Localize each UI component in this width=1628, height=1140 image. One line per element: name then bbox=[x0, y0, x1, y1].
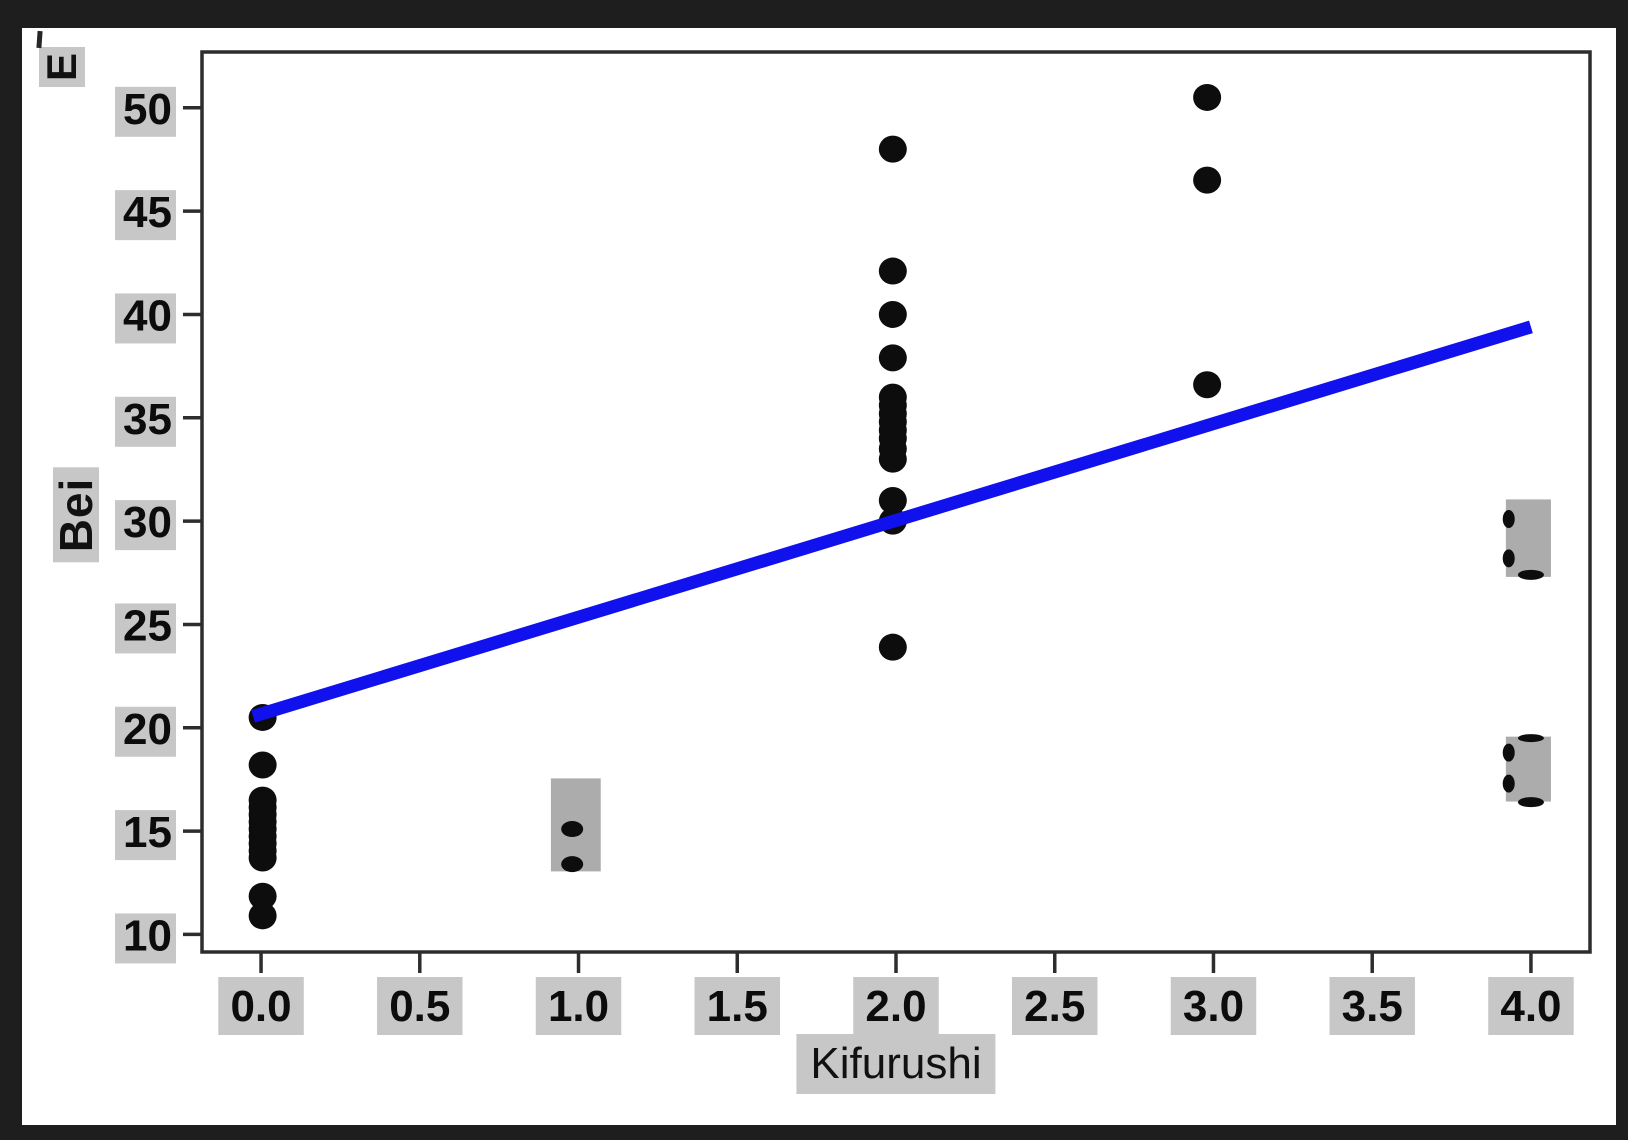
scatter-point bbox=[1502, 743, 1515, 762]
y-tick-label: 45 bbox=[123, 188, 172, 237]
scatter-point bbox=[878, 445, 907, 473]
x-tick-highlight bbox=[694, 977, 781, 1035]
y-tick-label: 10 bbox=[123, 911, 172, 960]
x-tick-label: 1.5 bbox=[707, 982, 768, 1031]
scatter-point bbox=[1193, 166, 1222, 194]
y-tick-highlight bbox=[115, 190, 176, 241]
scatter-point bbox=[561, 821, 584, 838]
y-tick-label: 35 bbox=[123, 395, 172, 444]
scatter-point bbox=[1517, 797, 1544, 808]
scatter-point bbox=[1193, 371, 1222, 399]
x-tick-highlight bbox=[1170, 977, 1257, 1035]
x-tick-highlight bbox=[1488, 977, 1574, 1035]
y-tick-label: 20 bbox=[123, 705, 172, 754]
scatter-point bbox=[878, 633, 907, 661]
scatter-point bbox=[248, 882, 277, 910]
x-tick-label: 1.0 bbox=[548, 982, 609, 1031]
y-tick-label: 40 bbox=[123, 291, 172, 340]
scatter-point bbox=[248, 844, 277, 872]
x-tick-highlight bbox=[535, 977, 622, 1035]
y-tick-highlight bbox=[115, 810, 176, 861]
scatter-point bbox=[878, 135, 907, 163]
x-tick-highlight bbox=[1011, 977, 1098, 1035]
y-tick-highlight bbox=[115, 293, 176, 344]
scatter-point bbox=[1517, 569, 1544, 580]
x-tick-highlight bbox=[218, 977, 304, 1035]
scatter-point bbox=[878, 300, 907, 328]
scatter-point bbox=[248, 751, 277, 779]
x-tick-label: 0.5 bbox=[389, 982, 450, 1031]
figure-background bbox=[22, 28, 1616, 1125]
partial-top-ylabel: E bbox=[38, 46, 85, 88]
scatter-point bbox=[1502, 774, 1515, 793]
y-tick-label: 30 bbox=[123, 498, 172, 547]
scatter-point bbox=[248, 902, 277, 930]
scatter-point bbox=[1517, 734, 1544, 743]
y-tick-highlight bbox=[115, 603, 176, 654]
x-tick-label: 3.5 bbox=[1342, 982, 1403, 1031]
y-tick-highlight bbox=[115, 396, 176, 447]
y-tick-label: 15 bbox=[123, 808, 172, 857]
y-axis-label: Bei bbox=[50, 467, 102, 563]
x-axis-label: Kifurushi bbox=[796, 1034, 996, 1094]
x-tick-label: 2.0 bbox=[865, 982, 926, 1031]
scatter-point bbox=[1193, 83, 1222, 111]
y-tick-highlight bbox=[115, 86, 176, 137]
overlay-highlight-box bbox=[1505, 499, 1551, 577]
scatter-point bbox=[878, 486, 907, 514]
x-tick-highlight bbox=[853, 977, 939, 1035]
scatter-point bbox=[1502, 510, 1515, 529]
regression-line bbox=[251, 320, 1533, 723]
scatter-point bbox=[878, 257, 907, 285]
scatter-point bbox=[561, 856, 584, 873]
y-tick-label: 25 bbox=[123, 601, 172, 650]
scatter-point bbox=[1502, 549, 1515, 568]
scatter-point bbox=[878, 344, 907, 372]
x-tick-label: 2.5 bbox=[1024, 982, 1085, 1031]
x-tick-label: 0.0 bbox=[230, 982, 291, 1031]
x-tick-highlight bbox=[1329, 977, 1415, 1035]
y-tick-highlight bbox=[115, 500, 176, 551]
x-tick-label: 3.0 bbox=[1183, 982, 1244, 1031]
x-tick-highlight bbox=[377, 977, 463, 1035]
y-tick-highlight bbox=[115, 706, 176, 757]
x-tick-label: 4.0 bbox=[1500, 982, 1561, 1031]
y-tick-highlight bbox=[115, 913, 176, 964]
y-tick-label: 50 bbox=[123, 85, 172, 134]
